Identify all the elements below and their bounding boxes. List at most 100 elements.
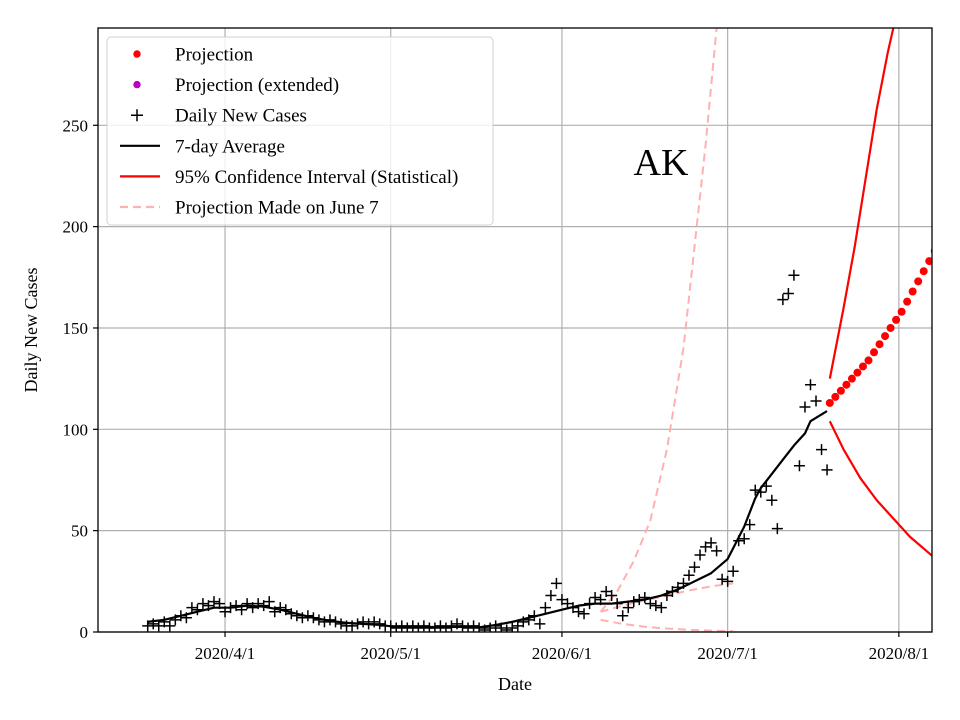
data-point-marker (589, 592, 601, 604)
series-daily-new-cases (142, 269, 833, 632)
legend-label: Projection (175, 45, 254, 66)
legend-item-projection: Projection (133, 45, 254, 66)
data-point-marker (539, 602, 551, 614)
data-point-marker (700, 541, 712, 553)
projection-point (881, 332, 890, 341)
projection-point (886, 323, 895, 332)
grid (98, 28, 932, 633)
projection-point (908, 287, 917, 296)
y-tick-label: 100 (63, 420, 89, 439)
data-point-marker (169, 614, 181, 626)
projection-point (897, 307, 906, 316)
legend-label: 7-day Average (175, 136, 285, 157)
legend-dot-marker (133, 50, 141, 58)
series-7-day-average (147, 410, 828, 629)
data-point-marker (584, 598, 596, 610)
data-point-marker (318, 616, 330, 628)
data-point-marker (329, 616, 341, 628)
data-point-marker (285, 608, 297, 620)
data-point-marker (153, 620, 165, 632)
data-point-marker (545, 590, 557, 602)
data-point-marker (252, 598, 264, 610)
data-point-marker (241, 598, 253, 610)
plot-clip-group (142, 28, 932, 632)
y-tick-label: 150 (63, 319, 89, 338)
data-point-marker (727, 565, 739, 577)
data-point-marker (191, 604, 203, 616)
data-point-marker (512, 620, 524, 632)
data-point-marker (517, 616, 529, 628)
data-point-marker (744, 519, 756, 531)
data-point-marker (457, 620, 469, 632)
data-point-marker (777, 294, 789, 306)
legend-label: Projection (extended) (175, 75, 339, 96)
data-point-marker (175, 610, 187, 622)
projection-point (870, 348, 879, 357)
data-point-marker (214, 598, 226, 610)
data-point-marker (644, 598, 656, 610)
data-point-marker (689, 561, 701, 573)
data-point-marker (617, 610, 629, 622)
axes-frame (97, 27, 933, 633)
data-point-marker (445, 620, 457, 632)
plot-area (142, 28, 932, 632)
data-point-marker (749, 484, 761, 496)
data-point-marker (225, 602, 237, 614)
data-point-marker (180, 612, 192, 624)
legend-dot-marker (133, 80, 141, 89)
x-tick-label: 2020/5/1 (361, 644, 421, 663)
projection-point (847, 374, 856, 383)
data-point-marker (672, 581, 684, 593)
y-tick-label: 50 (71, 522, 88, 541)
series-projection-made-on-june-7-lower (600, 618, 734, 632)
data-point-marker (280, 604, 292, 616)
data-point-marker (666, 585, 678, 597)
data-point-marker (468, 620, 480, 632)
data-point-marker (655, 602, 667, 614)
data-point-marker (385, 620, 397, 632)
data-point-marker (197, 598, 209, 610)
data-point-marker (611, 598, 623, 610)
data-point-marker (263, 596, 275, 608)
projection-point (875, 340, 884, 349)
legend-item-7-day-average: 7-day Average (120, 136, 285, 157)
data-point-marker (677, 577, 689, 589)
y-axis: 0 50 100 150 200 250 (63, 116, 98, 642)
projection-point (925, 257, 932, 266)
data-point-marker (307, 612, 319, 624)
data-point-marker (490, 620, 502, 632)
projection-point (903, 297, 912, 306)
projection-point (914, 277, 923, 286)
projection-point (825, 398, 834, 407)
data-point-marker (606, 590, 618, 602)
data-point-marker (357, 616, 369, 628)
data-point-marker (766, 494, 778, 506)
data-point-marker (302, 610, 314, 622)
data-point-marker (799, 401, 811, 413)
data-point-marker (550, 577, 562, 589)
data-point-marker (230, 600, 242, 612)
data-point-marker (683, 569, 695, 581)
legend-item-daily-new-cases: Daily New Cases (131, 106, 307, 127)
data-point-marker (633, 594, 645, 606)
data-point-marker (650, 600, 662, 612)
data-point-marker (219, 606, 231, 618)
series-95-confidence-interval-statistical-lower (828, 420, 932, 558)
data-point-marker (788, 269, 800, 281)
data-point-marker (661, 590, 673, 602)
data-point-marker (639, 592, 651, 604)
data-point-marker (164, 620, 176, 632)
data-point-marker (451, 618, 463, 630)
data-point-marker (434, 620, 446, 632)
data-point-marker (821, 464, 833, 476)
data-point-marker (202, 600, 214, 612)
projection-point (853, 368, 862, 377)
data-point-marker (335, 618, 347, 630)
x-axis: 2020/4/1 2020/5/1 2020/6/1 2020/7/1 2020/8/1 (195, 632, 929, 663)
data-point-marker (578, 608, 590, 620)
legend: Projection Projection (extended) Daily New… (106, 36, 494, 226)
data-point-marker (595, 594, 607, 606)
data-point-marker (722, 575, 734, 587)
data-point-marker (567, 602, 579, 614)
